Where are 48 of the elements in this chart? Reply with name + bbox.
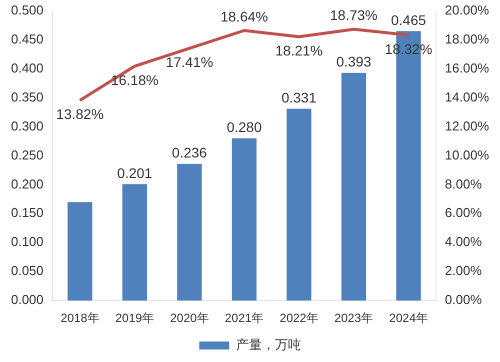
y-tick-label: 0.150 [10, 205, 44, 220]
y-tick-label: 0.300 [10, 118, 44, 134]
data-label: 18.64% [220, 8, 268, 24]
y-tick-label: 0.200 [10, 176, 44, 192]
data-label: 0.393 [336, 54, 372, 70]
bar [68, 202, 92, 301]
y-tick-label: 0.400 [10, 60, 44, 76]
x-tick-label: 2024年 [389, 311, 428, 326]
bar [232, 138, 257, 301]
data-label: 13.82% [56, 106, 104, 122]
y2-tick-label: 6.00% [444, 205, 482, 220]
y2-tick-label: 2.00% [444, 263, 482, 278]
y-tick-label: 0.500 [10, 2, 44, 18]
data-label: 0.201 [117, 164, 152, 181]
y-tick-label: 0.350 [10, 89, 44, 104]
data-label: 0.236 [172, 144, 208, 161]
data-label: 0.465 [391, 12, 426, 28]
y-tick-label: 0.050 [10, 263, 44, 278]
y2-tick-label: 12.00% [444, 118, 490, 134]
bar [286, 108, 312, 301]
data-label: 18.73% [330, 7, 378, 24]
y2-tick-label: 8.00% [444, 176, 482, 192]
data-label: 0.331 [281, 90, 317, 106]
y2-tick-label: 4.00% [444, 234, 482, 250]
data-label: 0.280 [226, 119, 262, 136]
y-tick-label: 0.450 [10, 31, 44, 46]
y2-tick-label: 14.00% [444, 89, 490, 104]
bar [122, 184, 148, 301]
data-label: 17.41% [166, 54, 214, 70]
data-label: 18.21% [275, 42, 323, 59]
x-tick-label: 2022年 [280, 311, 318, 326]
x-tick-label: 2021年 [224, 311, 264, 326]
x-tick-label: 2019年 [115, 311, 154, 326]
y-tick-label: 0.100 [10, 234, 44, 250]
y2-tick-label: 0.00% [444, 292, 482, 308]
data-label: 16.18% [110, 72, 158, 88]
y-tick-label: 0.000 [10, 292, 44, 308]
y-tick-label: 0.250 [10, 147, 44, 162]
y2-tick-label: 10.00% [444, 147, 490, 162]
legend-label: 产量，万吨 [236, 337, 301, 352]
x-tick-label: 2020年 [170, 311, 209, 326]
bar [177, 164, 202, 301]
x-tick-label: 2023年 [334, 311, 374, 326]
y2-tick-label: 18.00% [444, 31, 490, 46]
bar [341, 72, 366, 301]
y2-tick-label: 16.00% [444, 60, 490, 76]
y2-tick-label: 20.00% [444, 2, 490, 18]
x-tick-label: 2018年 [60, 311, 100, 326]
